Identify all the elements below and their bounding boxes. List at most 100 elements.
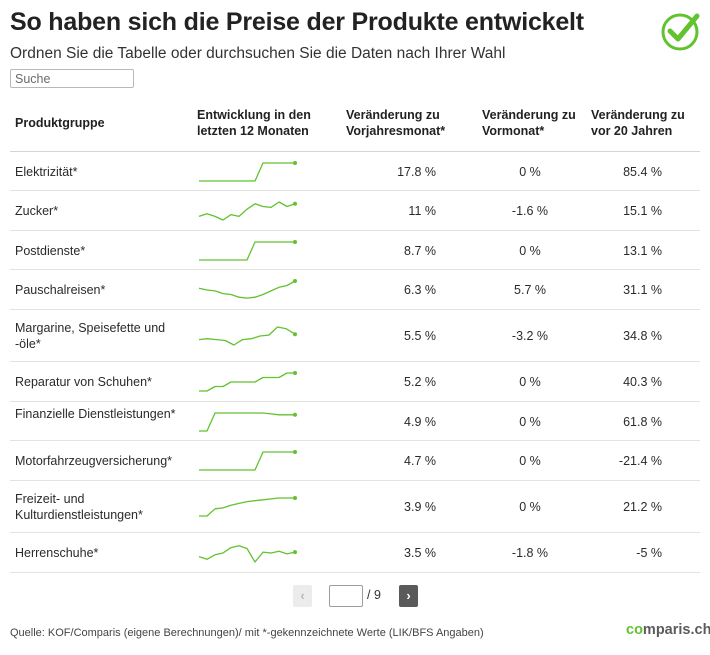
table-row: Freizeit- und Kulturdienstleistungen* 3.9… — [10, 481, 700, 533]
product-group-name: Postdienste* — [15, 243, 86, 258]
change-vs-last-month: 0 % — [519, 500, 541, 514]
trend-sparkline — [199, 411, 297, 432]
change-vs-last-month: 5.7 % — [514, 283, 546, 297]
sparkline-endpoint — [293, 450, 297, 454]
change-vs-last-year: 3.5 % — [404, 546, 436, 560]
sparkline-endpoint — [293, 201, 297, 206]
product-group-name: Freizeit- und Kulturdienstleistungen* — [15, 492, 143, 522]
table-row: Zucker* 11 % -1.6 % 15.1 % — [10, 191, 700, 231]
change-vs-last-year: 17.8 % — [397, 164, 436, 179]
sparkline-endpoint — [293, 279, 297, 283]
page-total: / 9 — [367, 588, 381, 602]
column-header-vor-20-jahren[interactable]: Veränderung zu vor 20 Jahren — [591, 108, 685, 138]
table-row: Motorfahrzeugversicherung* 4.7 % 0 % -21.4 … — [10, 441, 700, 481]
checkmark-logo-icon — [661, 13, 700, 51]
column-header-entwicklung[interactable]: Entwicklung in den letzten 12 Monaten — [197, 108, 311, 138]
table-row: Margarine, Speisefette und -öle* 5.5 % -3.… — [10, 310, 700, 362]
table-row: Finanzielle Dienstleistungen* 4.9 % 0 % 61.… — [10, 402, 700, 441]
sparkline-path — [198, 201, 296, 221]
change-vs-last-year: 5.2 % — [404, 375, 436, 389]
change-vs-20-years: 34.8 % — [623, 329, 662, 343]
brand-part-dark: mparis.ch — [642, 622, 710, 638]
sparkline-endpoint — [293, 412, 297, 417]
change-vs-20-years: 85.4 % — [623, 164, 662, 179]
page-number-input[interactable] — [329, 585, 363, 607]
change-vs-last-year: 11 % — [408, 204, 436, 218]
change-vs-last-month: -3.2 % — [511, 329, 549, 343]
change-vs-last-year: 4.9 % — [404, 414, 436, 429]
trend-sparkline — [199, 239, 297, 261]
change-vs-last-year: 3.9 % — [404, 500, 436, 514]
product-group-name: Reparatur von Schuhen* — [15, 375, 152, 389]
sparkline-path — [199, 497, 295, 517]
trend-sparkline — [198, 326, 297, 346]
page-title: So haben sich die Preise der Produkte en… — [10, 8, 584, 36]
table-body: Elektrizität* 17.8 % 0 % 85.4 % Zucker* 11 % -… — [10, 152, 700, 573]
change-vs-20-years: 21.2 % — [623, 500, 662, 514]
search-input[interactable] — [10, 69, 134, 88]
product-group-name: Herrenschuhe* — [15, 546, 99, 560]
trend-sparkline — [199, 496, 297, 517]
change-vs-last-month: -1.6 % — [511, 204, 549, 218]
price-table: Produktgruppe Entwicklung in den letzten… — [10, 97, 700, 573]
sparkline-path — [199, 411, 295, 432]
table-row: Elektrizität* 17.8 % 0 % 85.4 % — [10, 152, 700, 191]
change-vs-last-year: 4.7 % — [404, 454, 436, 468]
sparkline-path — [199, 161, 295, 182]
brand-part-green: co — [626, 622, 643, 638]
sparkline-endpoint — [293, 496, 297, 500]
change-vs-20-years: -5 % — [636, 546, 662, 560]
page-subtitle: Ordnen Sie die Tabelle oder durchsuchen … — [10, 45, 506, 62]
change-vs-last-month: 0 % — [519, 414, 541, 429]
change-vs-last-month: 0 % — [519, 243, 541, 258]
table-row: Reparatur von Schuhen* 5.2 % 0 % 40.3 % — [10, 362, 700, 402]
change-vs-last-month: -1.8 % — [511, 546, 549, 560]
trend-sparkline — [198, 545, 297, 563]
change-vs-20-years: 15.1 % — [623, 204, 662, 218]
sparkline-path — [199, 240, 295, 261]
product-group-name: Margarine, Speisefette und -öle* — [15, 321, 166, 351]
sparkline-path — [198, 545, 296, 563]
change-vs-20-years: 31.1 % — [623, 283, 662, 297]
pagination: ‹ / 9 › — [0, 585, 710, 607]
table-header: Produktgruppe Entwicklung in den letzten… — [10, 97, 700, 152]
previous-page-button[interactable]: ‹ — [293, 585, 312, 607]
source-note: Quelle: KOF/Comparis (eigene Berechnunge… — [10, 627, 484, 639]
sparkline-path — [198, 326, 296, 346]
change-vs-20-years: 40.3 % — [623, 375, 662, 389]
sparkline-endpoint — [293, 371, 297, 375]
product-group-name: Pauschalreisen* — [15, 283, 106, 297]
change-vs-last-month: 0 % — [519, 375, 541, 389]
column-header-vormonat[interactable]: Veränderung zu Vormonat* — [482, 108, 576, 138]
product-group-name: Zucker* — [15, 204, 59, 218]
change-vs-last-month: 0 % — [519, 454, 541, 468]
product-group-name: Finanzielle Dienstleistungen* — [15, 406, 176, 421]
trend-sparkline — [198, 201, 297, 221]
sparkline-path — [198, 280, 296, 299]
column-header-vorjahresmonat[interactable]: Veränderung zu Vorjahresmonat* — [346, 108, 446, 138]
table-row: Herrenschuhe* 3.5 % -1.8 % -5 % — [10, 533, 700, 573]
sparkline-endpoint — [293, 332, 297, 337]
change-vs-last-year: 8.7 % — [404, 243, 436, 258]
change-vs-last-year: 6.3 % — [404, 283, 436, 297]
table-row: Postdienste* 8.7 % 0 % 13.1 % — [10, 231, 700, 270]
column-header-produktgruppe[interactable]: Produktgruppe — [15, 116, 105, 130]
change-vs-20-years: -21.4 % — [618, 454, 662, 468]
sparkline-endpoint — [293, 239, 297, 244]
change-vs-last-month: 0 % — [519, 164, 541, 179]
sparkline-path — [199, 451, 295, 471]
trend-sparkline — [199, 371, 297, 392]
change-vs-last-year: 5.5 % — [404, 329, 436, 343]
next-page-button[interactable]: › — [399, 585, 418, 607]
trend-sparkline — [199, 450, 297, 471]
trend-sparkline — [198, 279, 297, 299]
trend-sparkline — [199, 160, 297, 182]
product-group-name: Motorfahrzeugversicherung* — [15, 454, 173, 468]
sparkline-endpoint — [293, 160, 297, 165]
sparkline-path — [199, 372, 295, 392]
comparis-logo[interactable]: comparis.ch — [626, 622, 710, 638]
change-vs-20-years: 61.8 % — [623, 414, 662, 429]
product-group-name: Elektrizität* — [15, 164, 78, 179]
change-vs-20-years: 13.1 % — [623, 243, 662, 258]
sparkline-endpoint — [293, 550, 297, 555]
